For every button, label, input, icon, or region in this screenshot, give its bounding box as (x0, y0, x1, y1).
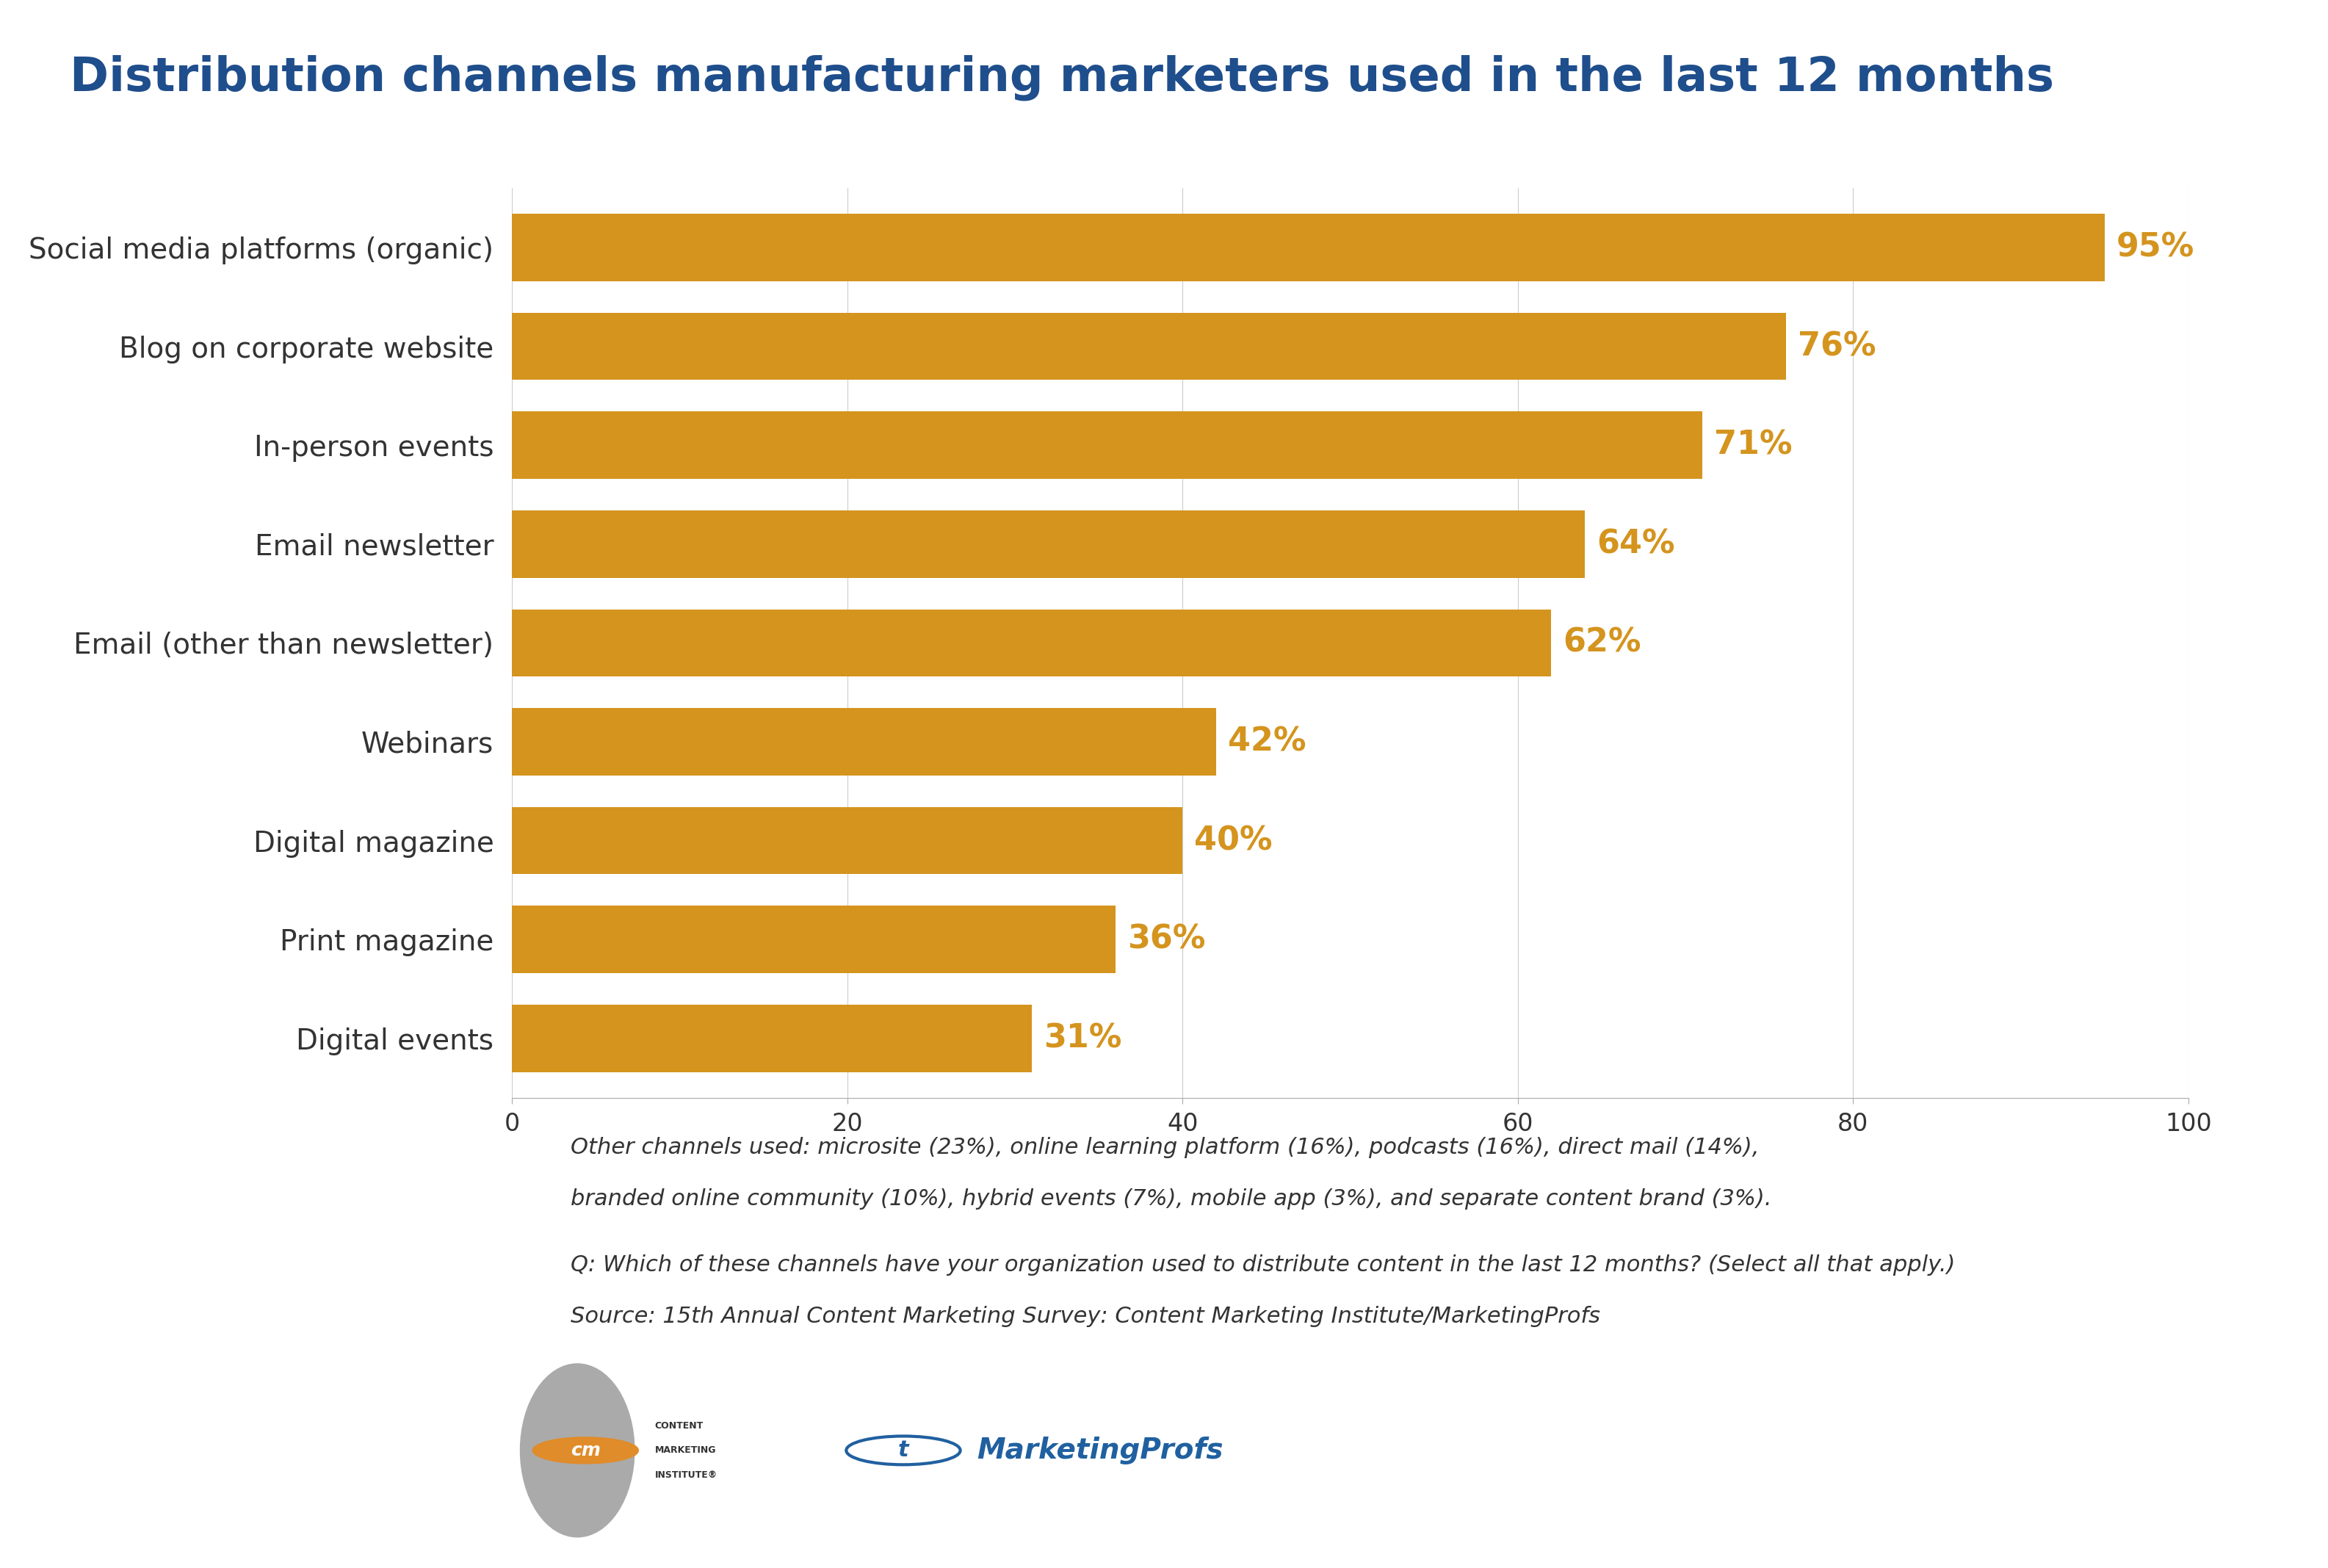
Text: 42%: 42% (1227, 726, 1306, 757)
Ellipse shape (519, 1364, 633, 1537)
Text: CONTENT: CONTENT (654, 1421, 703, 1430)
Bar (512, 709, 1215, 775)
Text: 76%: 76% (1797, 331, 1876, 362)
Text: branded online community (10%), hybrid events (7%), mobile app (3%), and separat: branded online community (10%), hybrid e… (570, 1189, 1772, 1210)
Text: 40%: 40% (1194, 825, 1273, 856)
Bar (512, 312, 1786, 379)
Circle shape (533, 1438, 638, 1463)
Text: Distribution channels manufacturing marketers used in the last 12 months: Distribution channels manufacturing mark… (70, 55, 2053, 100)
Bar (512, 213, 2105, 281)
Bar (512, 906, 1115, 974)
Text: Source: 15th Annual Content Marketing Survey: Content Marketing Institute/Market: Source: 15th Annual Content Marketing Su… (570, 1306, 1599, 1328)
Text: MarketingProfs: MarketingProfs (978, 1436, 1222, 1465)
Text: 64%: 64% (1597, 528, 1674, 560)
Bar (512, 610, 1550, 676)
Text: INSTITUTE®: INSTITUTE® (654, 1471, 717, 1480)
Bar (512, 411, 1702, 478)
Text: t: t (899, 1439, 908, 1461)
Text: 71%: 71% (1713, 430, 1793, 461)
Bar (512, 808, 1183, 875)
Text: 95%: 95% (2116, 232, 2195, 263)
Text: Q: Which of these channels have your organization used to distribute content in : Q: Which of these channels have your org… (570, 1254, 1956, 1276)
Text: 31%: 31% (1043, 1022, 1122, 1054)
Bar (512, 1005, 1031, 1073)
Text: MARKETING: MARKETING (654, 1446, 717, 1455)
Text: Other channels used: microsite (23%), online learning platform (16%), podcasts (: Other channels used: microsite (23%), on… (570, 1137, 1760, 1159)
Text: cm: cm (570, 1441, 601, 1460)
Text: 62%: 62% (1562, 627, 1641, 659)
Bar (512, 511, 1585, 577)
Text: 36%: 36% (1127, 924, 1206, 955)
